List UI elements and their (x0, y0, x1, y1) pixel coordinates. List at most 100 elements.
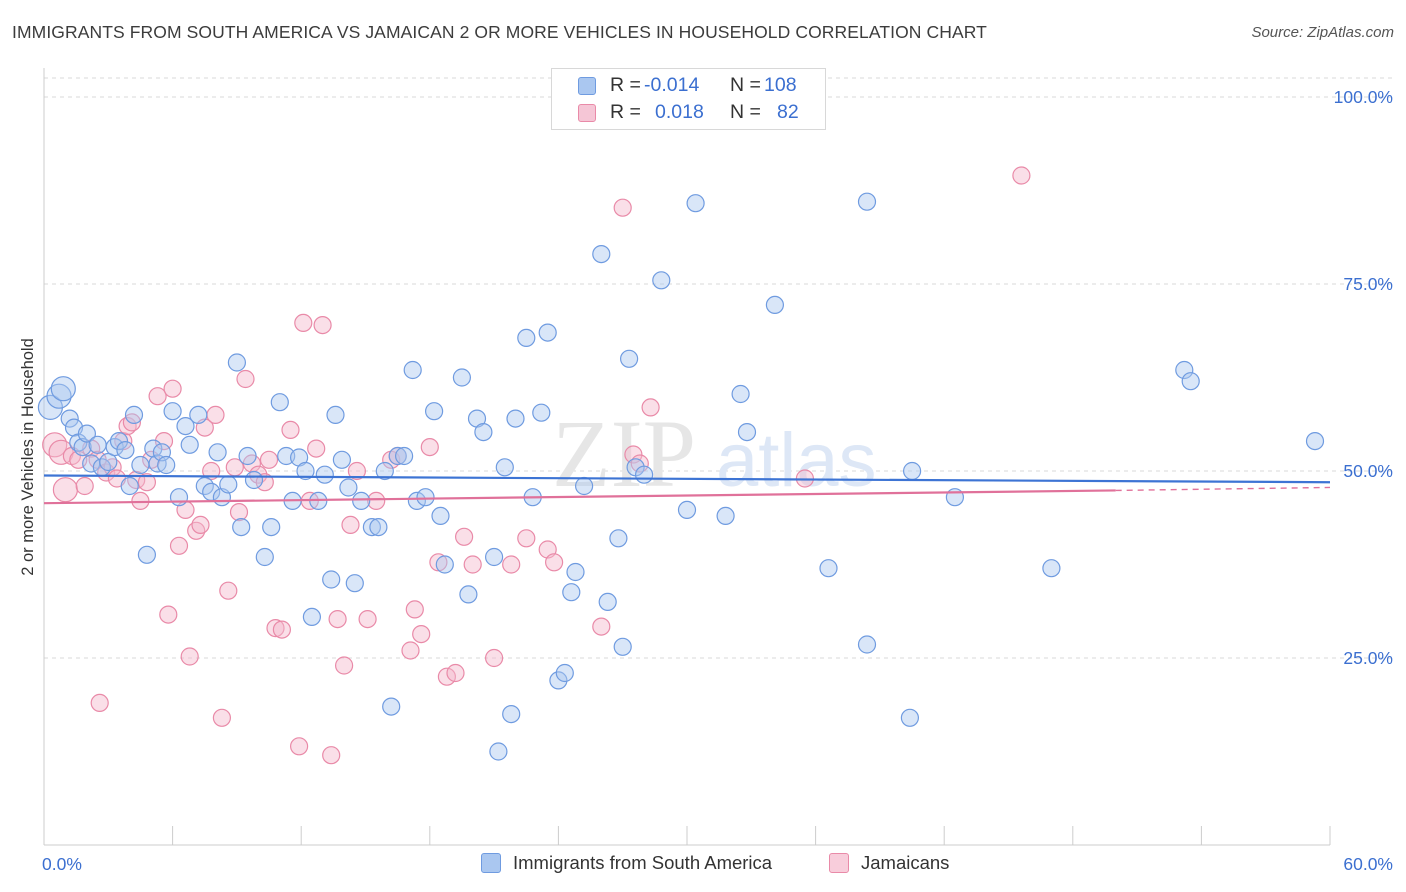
data-point (425, 402, 444, 421)
legend-label: Jamaicans (861, 852, 950, 873)
data-point (124, 405, 144, 424)
data-point (157, 455, 176, 475)
legend-swatch-pink (829, 853, 849, 873)
data-point (502, 555, 521, 574)
data-point (262, 517, 281, 537)
data-point (412, 624, 431, 644)
data-point (88, 435, 107, 454)
x-tick-label: 0.0% (42, 854, 82, 874)
legend-label: Immigrants from South America (513, 852, 773, 873)
data-point (1012, 166, 1031, 185)
data-point (367, 491, 386, 510)
data-point (208, 443, 227, 462)
data-point (1305, 432, 1325, 451)
data-point (592, 245, 611, 264)
south-america-points (37, 192, 1325, 761)
legend-swatch-blue (481, 853, 501, 873)
data-point (502, 704, 521, 724)
data-point (206, 405, 225, 424)
data-point (489, 742, 508, 761)
data-point (517, 328, 536, 347)
data-point (332, 450, 351, 469)
legend-r-label: R = (610, 74, 641, 96)
data-point (315, 465, 334, 484)
data-point (219, 581, 238, 600)
data-point (538, 323, 557, 342)
data-point (163, 379, 182, 398)
series-legend: Immigrants from South America Jamaicans (0, 852, 1406, 878)
data-point (116, 441, 135, 460)
data-point (382, 697, 401, 716)
data-point (405, 600, 424, 619)
data-point (737, 423, 757, 442)
jamaicans-points (42, 166, 1031, 765)
data-point (169, 536, 189, 555)
data-point (819, 559, 838, 578)
data-point (227, 353, 246, 372)
chart-title: IMMIGRANTS FROM SOUTH AMERICA VS JAMAICA… (12, 22, 987, 42)
data-point (75, 476, 94, 496)
data-point (163, 402, 182, 421)
data-point (613, 637, 632, 656)
data-point (1175, 360, 1194, 380)
data-point (48, 439, 74, 465)
data-point (634, 465, 654, 484)
data-point (290, 737, 309, 756)
data-point (281, 420, 300, 439)
data-point (592, 617, 611, 636)
data-point (446, 663, 465, 683)
data-point (652, 271, 671, 290)
data-point (122, 413, 141, 432)
legend-r-label: R = (610, 101, 641, 123)
legend-n-label: N = (730, 74, 761, 96)
data-point (236, 369, 255, 389)
data-point (302, 607, 321, 627)
data-point (212, 708, 231, 727)
y-axis-label: 2 or more Vehicles in Household (19, 338, 37, 576)
data-point (313, 316, 332, 335)
data-point (154, 432, 174, 451)
data-point (495, 458, 514, 477)
data-point (857, 635, 877, 654)
data-point (562, 583, 581, 602)
data-point (1042, 559, 1061, 578)
data-point (574, 476, 594, 496)
correlation-legend: R = -0.014 N = 108 R = 0.018 N = 82 (551, 68, 826, 130)
data-point (347, 461, 366, 481)
data-point (270, 393, 289, 412)
data-point (485, 547, 504, 567)
data-point (322, 746, 341, 765)
trend-line-south-america (43, 474, 1331, 484)
data-point (401, 641, 420, 660)
data-point (238, 446, 257, 466)
data-point (369, 517, 388, 537)
data-point (474, 423, 493, 442)
data-point (159, 605, 178, 624)
watermark-atlas: atlas (716, 418, 877, 503)
data-point (169, 488, 189, 507)
legend-n-label: N = (730, 101, 761, 123)
data-point (322, 570, 341, 589)
data-point (296, 461, 315, 481)
data-point (77, 424, 97, 443)
data-point (517, 529, 536, 548)
legend-row-south-america: R = -0.014 N = 108 (552, 74, 825, 100)
data-point (641, 398, 660, 417)
data-point (431, 506, 450, 526)
data-point (266, 618, 285, 638)
data-point (532, 403, 551, 422)
data-point (255, 547, 274, 567)
data-point (609, 529, 628, 548)
legend-n-value: 108 (764, 74, 797, 96)
data-point (902, 461, 922, 481)
data-point (180, 647, 199, 666)
y-tick-label: 75.0% (1343, 274, 1393, 294)
data-point (335, 656, 354, 675)
data-point (189, 405, 208, 424)
data-point (339, 478, 358, 497)
data-point (459, 585, 478, 604)
data-point (191, 515, 210, 535)
data-point (137, 473, 156, 492)
data-point (555, 663, 574, 683)
